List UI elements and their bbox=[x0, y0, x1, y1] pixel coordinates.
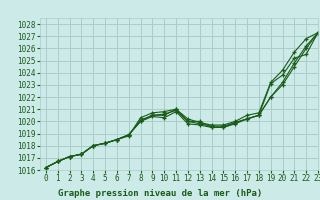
Text: Graphe pression niveau de la mer (hPa): Graphe pression niveau de la mer (hPa) bbox=[58, 189, 262, 198]
